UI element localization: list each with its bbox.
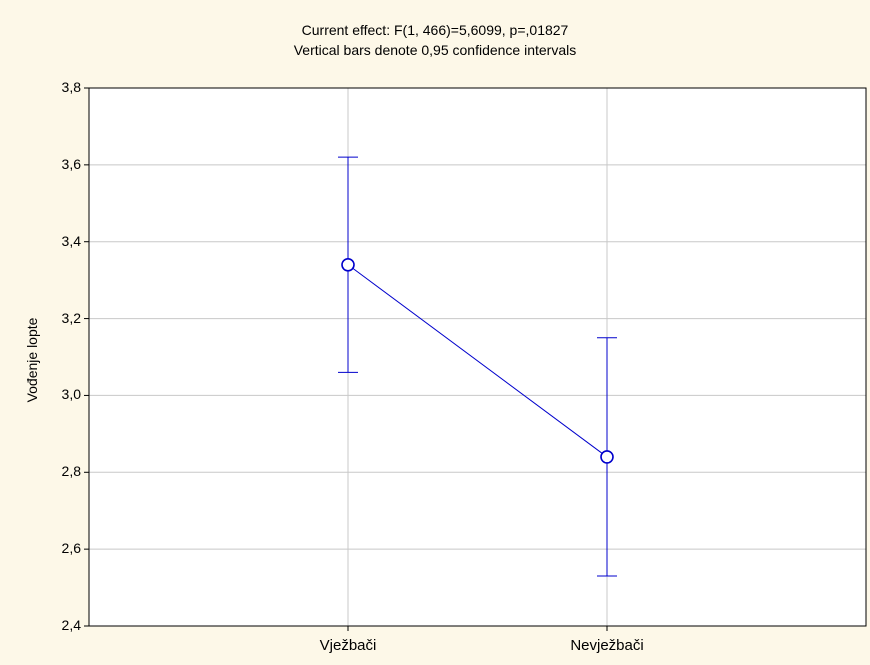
plot-background (89, 88, 866, 626)
y-tick-label: 3,0 (61, 386, 81, 403)
y-tick-label: 3,2 (61, 309, 81, 326)
y-tick-label: 2,8 (61, 463, 81, 480)
chart-subtitle: Vertical bars denote 0,95 confidence int… (293, 42, 577, 58)
data-point (600, 450, 614, 464)
y-tick-label: 3,6 (61, 155, 81, 172)
series-line (347, 264, 608, 458)
y-tick-label: 2,4 (61, 617, 81, 633)
y-tick-label: 2,6 (61, 540, 81, 557)
data-point (341, 257, 355, 272)
plot-frame (88, 87, 867, 627)
x-tick-label: Nevježbači (570, 637, 644, 654)
y-tick-label: 3,4 (61, 232, 81, 249)
x-tick-label: Vježbači (319, 637, 377, 654)
y-tick-label: 3,8 (61, 79, 81, 95)
chart-title: Current effect: F(1, 466)=5,6099, p=,018… (301, 22, 569, 38)
